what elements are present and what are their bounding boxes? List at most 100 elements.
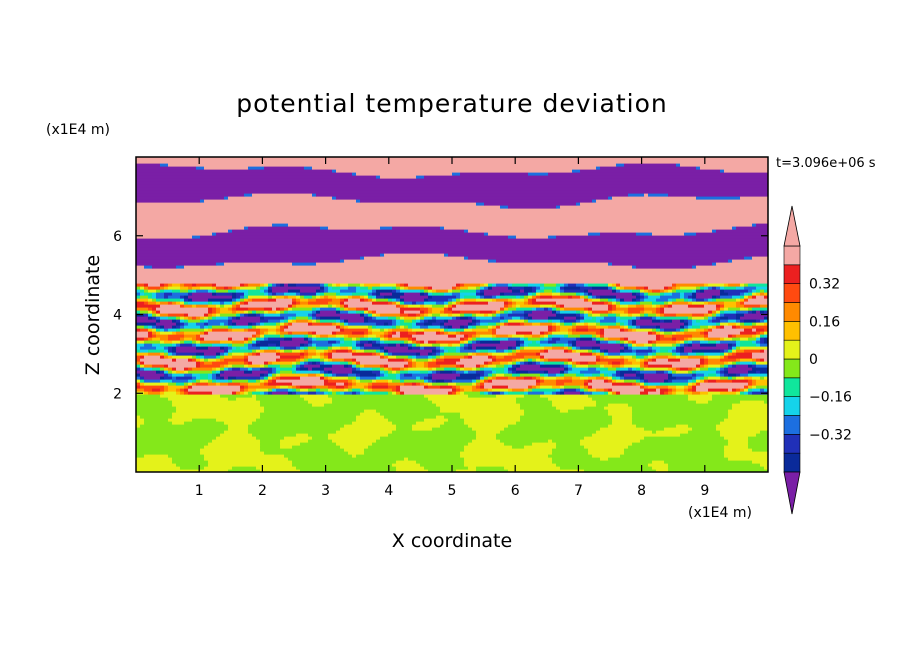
- field-cell: [756, 337, 761, 341]
- field-cell: [620, 328, 625, 332]
- field-cell: [500, 391, 505, 395]
- field-cell: [668, 349, 673, 353]
- field-cell: [596, 316, 605, 320]
- field-cell: [380, 253, 385, 257]
- field-cell: [460, 364, 465, 368]
- field-cell: [720, 433, 757, 437]
- field-cell: [528, 385, 533, 389]
- field-cell: [152, 298, 157, 302]
- field-cell: [584, 295, 589, 299]
- field-cell: [296, 313, 309, 317]
- field-cell: [612, 418, 633, 422]
- field-cell: [260, 439, 281, 443]
- field-cell: [700, 286, 705, 290]
- field-cell: [248, 382, 261, 386]
- field-cell: [236, 346, 241, 350]
- field-cell: [168, 367, 173, 371]
- field-cell: [516, 364, 521, 368]
- field-cell: [368, 295, 373, 299]
- field-cell: [584, 307, 589, 311]
- field-cell: [308, 355, 313, 359]
- field-cell: [608, 388, 613, 392]
- field-cell: [312, 193, 317, 197]
- field-cell: [460, 343, 465, 347]
- field-cell: [712, 313, 717, 317]
- field-cell: [156, 313, 161, 317]
- field-cell: [556, 289, 561, 293]
- field-cell: [228, 316, 233, 320]
- field-cell: [524, 394, 541, 398]
- field-cell: [152, 334, 157, 338]
- field-cell: [476, 319, 481, 323]
- field-cell: [308, 313, 313, 317]
- field-cell: [268, 337, 285, 341]
- field-cell: [400, 304, 405, 308]
- field-cell: [644, 286, 649, 290]
- field-cell: [616, 340, 621, 344]
- field-cell: [692, 301, 705, 305]
- field-cell: [564, 289, 585, 293]
- field-cell: [540, 361, 545, 365]
- field-cell: [260, 382, 265, 386]
- field-cell: [532, 331, 541, 335]
- field-cell: [504, 304, 509, 308]
- field-cell: [508, 307, 517, 311]
- field-cell: [608, 349, 621, 353]
- field-cell: [728, 412, 768, 416]
- field-cell: [648, 340, 653, 344]
- field-cell: [536, 352, 541, 356]
- field-cell: [592, 313, 601, 317]
- field-cell: [528, 337, 541, 341]
- field-cell: [572, 325, 577, 329]
- field-cell: [136, 217, 768, 221]
- field-cell: [244, 283, 249, 287]
- field-cell: [184, 373, 193, 377]
- field-cell: [520, 361, 525, 365]
- field-cell: [352, 172, 357, 176]
- field-cell: [660, 319, 665, 323]
- field-cell: [168, 295, 181, 299]
- field-cell: [492, 388, 509, 392]
- field-cell: [348, 304, 397, 308]
- field-cell: [292, 391, 297, 395]
- field-cell: [308, 433, 329, 437]
- field-cell: [364, 307, 369, 311]
- field-cell: [548, 331, 553, 335]
- field-cell: [408, 325, 413, 329]
- field-cell: [608, 301, 613, 305]
- field-cell: [600, 298, 609, 302]
- field-cell: [612, 415, 633, 419]
- field-cell: [272, 295, 277, 299]
- field-cell: [180, 388, 185, 392]
- field-cell: [136, 184, 768, 188]
- field-cell: [228, 286, 233, 290]
- field-cell: [404, 358, 409, 362]
- field-cell: [360, 367, 373, 371]
- field-cell: [508, 385, 529, 389]
- field-cell: [580, 370, 601, 374]
- field-cell: [176, 352, 197, 356]
- field-cell: [512, 352, 517, 356]
- field-cell: [160, 319, 173, 323]
- field-cell: [552, 304, 557, 308]
- field-cell: [416, 382, 421, 386]
- field-cell: [212, 328, 229, 332]
- field-cell: [476, 292, 481, 296]
- field-cell: [644, 358, 649, 362]
- field-cell: [736, 334, 753, 338]
- field-cell: [396, 283, 401, 287]
- field-cell: [656, 349, 661, 353]
- field-cell: [624, 328, 629, 332]
- field-cell: [620, 364, 625, 368]
- field-cell: [472, 439, 501, 443]
- x-unit-label: (x1E4 m): [688, 505, 752, 521]
- field-cell: [704, 289, 721, 293]
- field-cell: [444, 292, 453, 296]
- field-cell: [480, 283, 485, 287]
- field-cell: [716, 298, 737, 302]
- field-cell: [600, 322, 617, 326]
- field-cell: [484, 373, 489, 377]
- field-cell: [364, 298, 369, 302]
- field-cell: [264, 292, 269, 296]
- field-cell: [720, 313, 725, 317]
